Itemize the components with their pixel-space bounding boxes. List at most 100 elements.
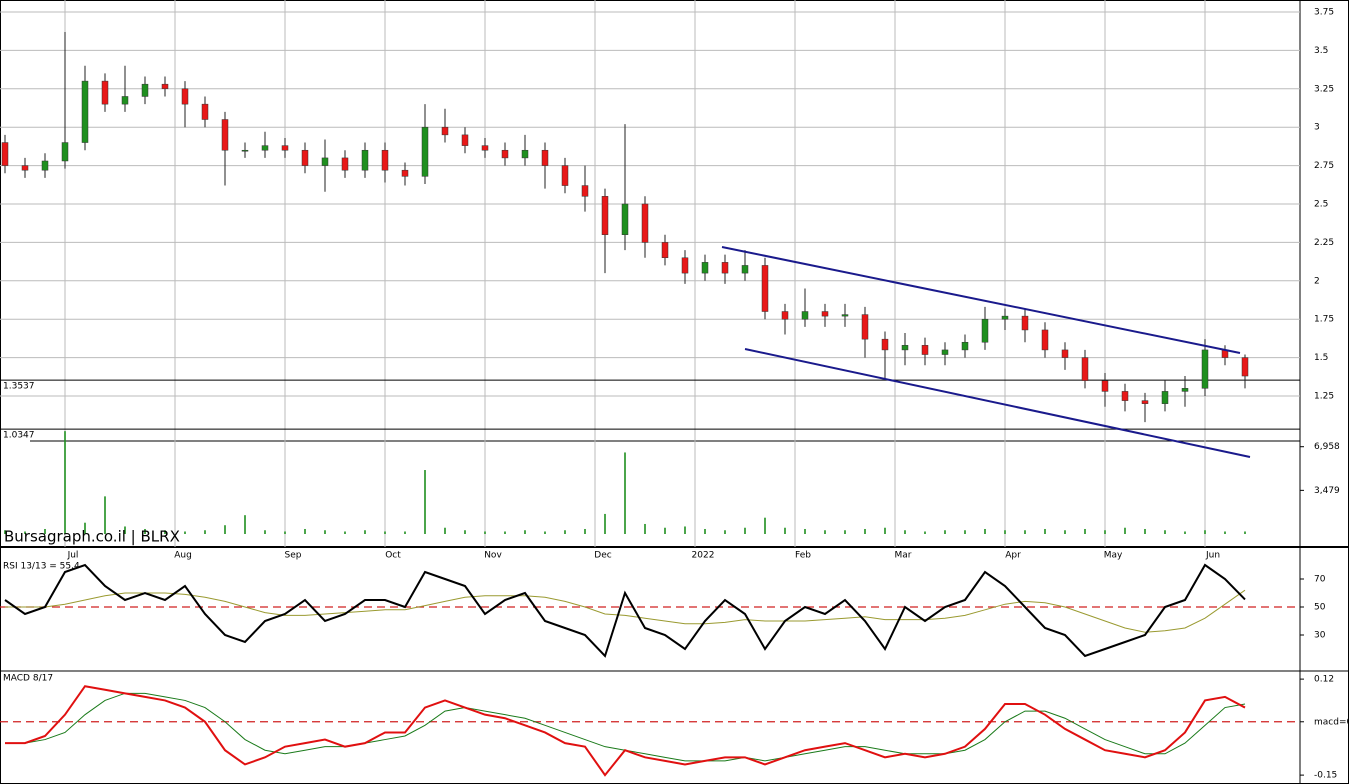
y-tick-label: 2.5 [1314,199,1328,209]
candle-body [881,338,889,351]
volume-bar [764,517,766,534]
y-tick-label: 3.75 [1314,7,1334,17]
volume-bar [944,530,946,534]
volume-bar [284,531,286,534]
candle-body [1021,315,1029,331]
candle-body [581,185,589,197]
y-tick-label: 2.75 [1314,161,1334,171]
volume-bar [864,528,866,534]
level-label: 1.0347 [3,431,35,441]
candle-body [161,83,169,90]
volume-bar [224,525,226,534]
candle-body [901,345,909,351]
volume-bar [904,530,906,534]
candle-body [241,149,249,152]
volume-bar [584,528,586,534]
volume-bar [924,531,926,534]
y-tick-label: macd=0 [1314,717,1349,727]
x-tick-label: May [1104,551,1123,561]
series-line [5,685,1246,777]
candle-body [101,80,109,105]
volume-bar [1084,528,1086,534]
candle-body [741,265,749,274]
candle-body [821,311,829,317]
candle-body [681,257,689,274]
candle-body [481,145,489,151]
volume-bar [484,531,486,534]
volume-bar [444,527,446,534]
candle-body [81,80,89,143]
y-tick-label: 2.25 [1314,238,1334,248]
volume-bar [404,531,406,534]
x-tick-label: Feb [795,551,811,561]
candle-body [701,262,709,274]
candle-body [641,203,649,243]
candle-body [61,142,69,162]
x-tick-label: Jul [67,551,79,561]
volume-bar [244,515,246,534]
candle-body [801,311,809,320]
volume-bar [984,528,986,534]
volume-bar [324,530,326,534]
x-tick-label: Nov [484,551,502,561]
volume-bar [744,527,746,534]
candle-body [321,157,329,166]
volume-bar [804,528,806,534]
volume-bar [104,496,106,534]
volume-bar [84,522,86,534]
volume-bar [124,526,126,534]
volume-bar [1044,528,1046,534]
rsi-title: RSI 13/13 = 55.4 [3,562,80,572]
volume-bar [504,531,506,534]
candle-body [1141,400,1149,404]
volume-bar [1024,530,1026,534]
series-line [4,563,1246,658]
level-label: 1.3537 [3,382,35,392]
volume-bar [1244,531,1246,534]
candle-body [621,203,629,235]
candle-body [1041,329,1049,351]
candle-body [661,242,669,259]
volume-bar [264,530,266,534]
y-tick-label: 3.25 [1314,84,1334,94]
trend-line [721,246,1241,354]
macd-title: MACD 8/17 [3,674,53,684]
candle-body [1161,391,1169,404]
y-tick-label: 30 [1314,631,1326,641]
candle-body [781,311,789,320]
candle-body [1001,315,1009,320]
volume-bar [1004,530,1006,534]
volume-bar [624,452,626,534]
y-tick-label: 50 [1314,603,1326,613]
candle-body [541,149,549,166]
y-tick-label: 1.75 [1314,315,1334,325]
volume-bar [1184,531,1186,534]
candle-body [721,262,729,274]
candle-body [561,165,569,186]
volume-bar [724,530,726,534]
volume-bar [784,527,786,534]
candle-body [1241,357,1249,377]
y-tick-label: 70 [1314,575,1326,585]
volume-bar [884,527,886,534]
candle-body [981,318,989,343]
x-tick-label: Aug [174,551,192,561]
y-tick-label: -0.15 [1314,771,1337,781]
volume-bar [1144,528,1146,534]
candle-body [961,341,969,351]
volume-bar [44,528,46,534]
volume-bar [204,530,206,534]
candle-body [1101,380,1109,392]
candle-body [381,149,389,171]
volume-bar [644,523,646,534]
x-tick-label: Oct [385,551,401,561]
candle-body [501,149,509,159]
volume-bar [684,526,686,534]
volume-bar [564,530,566,534]
candle-body [601,196,609,235]
volume-bar [544,531,546,534]
x-tick-label: Jun [1205,551,1220,561]
candle-body [861,314,869,340]
volume-bar [464,530,466,534]
